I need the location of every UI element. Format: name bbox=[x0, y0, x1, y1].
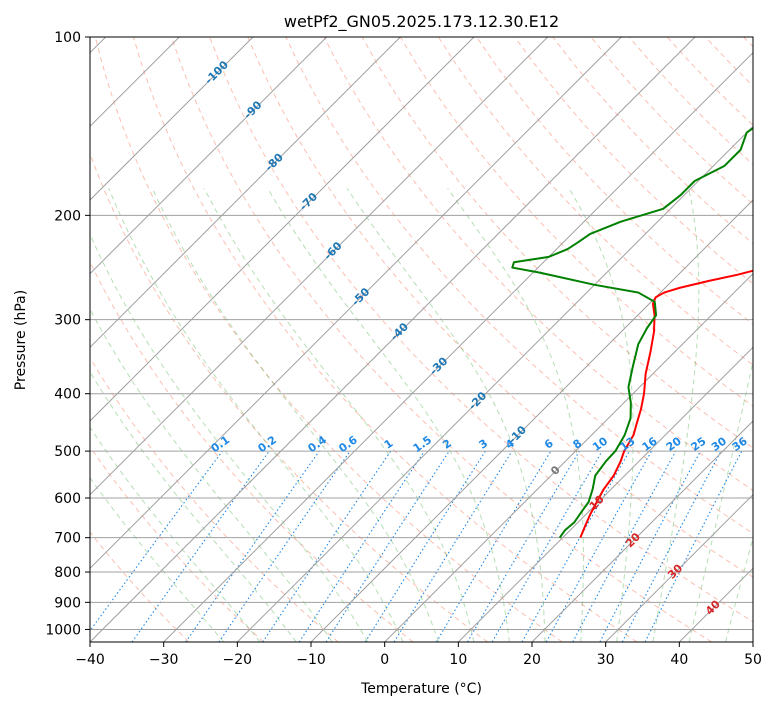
moist-adiabat bbox=[267, 187, 510, 642]
x-tick-label: 40 bbox=[670, 652, 688, 668]
dry-adiabats bbox=[90, 37, 753, 642]
x-tick-label: −10 bbox=[296, 652, 326, 668]
y-tick-label: 300 bbox=[54, 313, 81, 329]
isotherm bbox=[90, 37, 328, 275]
dry-adiabat bbox=[94, 37, 563, 642]
moist-adiabat bbox=[90, 426, 261, 642]
y-axis: 100 200 300 400 500 600 700 800 900 1000 bbox=[45, 30, 90, 638]
dry-adiabat bbox=[247, 37, 753, 578]
dry-adiabat bbox=[171, 37, 713, 642]
dry-adiabat bbox=[209, 37, 753, 623]
y-tick-label: 200 bbox=[54, 208, 81, 224]
isotherm bbox=[90, 37, 254, 201]
mixing-ratio-line bbox=[644, 450, 743, 642]
isotherm bbox=[163, 51, 753, 642]
x-tick-label: −30 bbox=[149, 652, 179, 668]
plot-area: -100-90-80-70-60-50-40-30-20-10010203040… bbox=[90, 37, 753, 642]
y-tick-label: 400 bbox=[54, 387, 81, 403]
y-tick-label: 600 bbox=[54, 491, 81, 507]
x-tick-label: 30 bbox=[597, 652, 615, 668]
dry-adiabat bbox=[514, 37, 753, 285]
mixing-ratio-line bbox=[131, 450, 270, 642]
moist-adiabat bbox=[346, 187, 546, 642]
x-tick-label: −20 bbox=[223, 652, 253, 668]
isotherm bbox=[236, 125, 753, 642]
pressure-gridlines bbox=[90, 37, 753, 630]
chart-title: wetPf2_GN05.2025.173.12.30.E12 bbox=[284, 12, 559, 32]
moist-adiabat bbox=[90, 370, 297, 642]
dry-adiabat bbox=[90, 531, 190, 642]
isotherm bbox=[90, 37, 696, 642]
moist-adiabat bbox=[688, 358, 753, 642]
dry-adiabat bbox=[90, 446, 264, 642]
isotherms bbox=[90, 37, 753, 642]
isotherm bbox=[90, 37, 475, 422]
moist-adiabat bbox=[203, 188, 475, 642]
mixing-ratio-line bbox=[393, 450, 513, 642]
x-tick-label: 20 bbox=[523, 652, 541, 668]
mixing-ratio-line bbox=[545, 450, 653, 642]
mixing-ratio-line bbox=[521, 450, 630, 642]
dry-adiabat bbox=[132, 37, 638, 642]
y-tick-label: 100 bbox=[54, 30, 81, 46]
isotherm bbox=[90, 37, 549, 496]
moist-adiabats bbox=[90, 187, 753, 642]
moist-adiabat bbox=[108, 188, 404, 642]
isotherm bbox=[457, 346, 753, 642]
dry-adiabat bbox=[90, 356, 339, 642]
y-axis-label: Pressure (hPa) bbox=[13, 290, 29, 390]
mixing-ratio-line bbox=[185, 450, 320, 642]
dry-adiabat bbox=[361, 37, 753, 449]
moist-adiabat bbox=[652, 188, 700, 642]
mixing-ratio-line bbox=[218, 450, 351, 642]
mixing-ratio-line bbox=[90, 450, 223, 632]
isotherm bbox=[90, 37, 622, 570]
isotherm bbox=[605, 493, 753, 642]
mixing-ratio-line bbox=[572, 450, 677, 642]
sounding-series bbox=[511, 126, 753, 539]
sounding-series-line bbox=[579, 269, 753, 539]
moist-adiabat bbox=[447, 187, 584, 642]
y-tick-label: 500 bbox=[54, 444, 81, 460]
mixing-ratio-line bbox=[325, 450, 450, 642]
isotherm bbox=[90, 37, 401, 349]
dry-adiabat bbox=[90, 152, 488, 642]
x-axis-label: Temperature (°C) bbox=[360, 681, 482, 697]
moist-adiabat bbox=[725, 536, 753, 642]
y-tick-label: 900 bbox=[54, 595, 81, 611]
x-tick-label: 10 bbox=[449, 652, 467, 668]
mixing-ratio-lines bbox=[90, 450, 743, 642]
x-tick-label: 0 bbox=[380, 652, 389, 668]
plot-frame bbox=[89, 36, 754, 643]
x-tick-label: 50 bbox=[744, 652, 762, 668]
x-axis: −40 −30 −20 −10 0 10 20 30 40 50 bbox=[75, 642, 762, 668]
sounding-series-line bbox=[511, 126, 753, 539]
y-tick-label: 700 bbox=[54, 531, 81, 547]
isotherm bbox=[310, 199, 753, 642]
dry-adiabat bbox=[399, 37, 753, 407]
isotherm bbox=[384, 272, 753, 642]
moist-adiabat bbox=[568, 187, 634, 642]
moist-adiabat bbox=[151, 188, 439, 642]
mixing-ratio-line bbox=[298, 450, 425, 642]
x-tick-label: −40 bbox=[75, 652, 105, 668]
y-tick-label: 800 bbox=[54, 565, 81, 581]
y-tick-label: 1000 bbox=[45, 622, 81, 638]
isotherm bbox=[531, 420, 753, 642]
mixing-ratio-line bbox=[262, 450, 392, 642]
moist-adiabat bbox=[90, 308, 333, 642]
